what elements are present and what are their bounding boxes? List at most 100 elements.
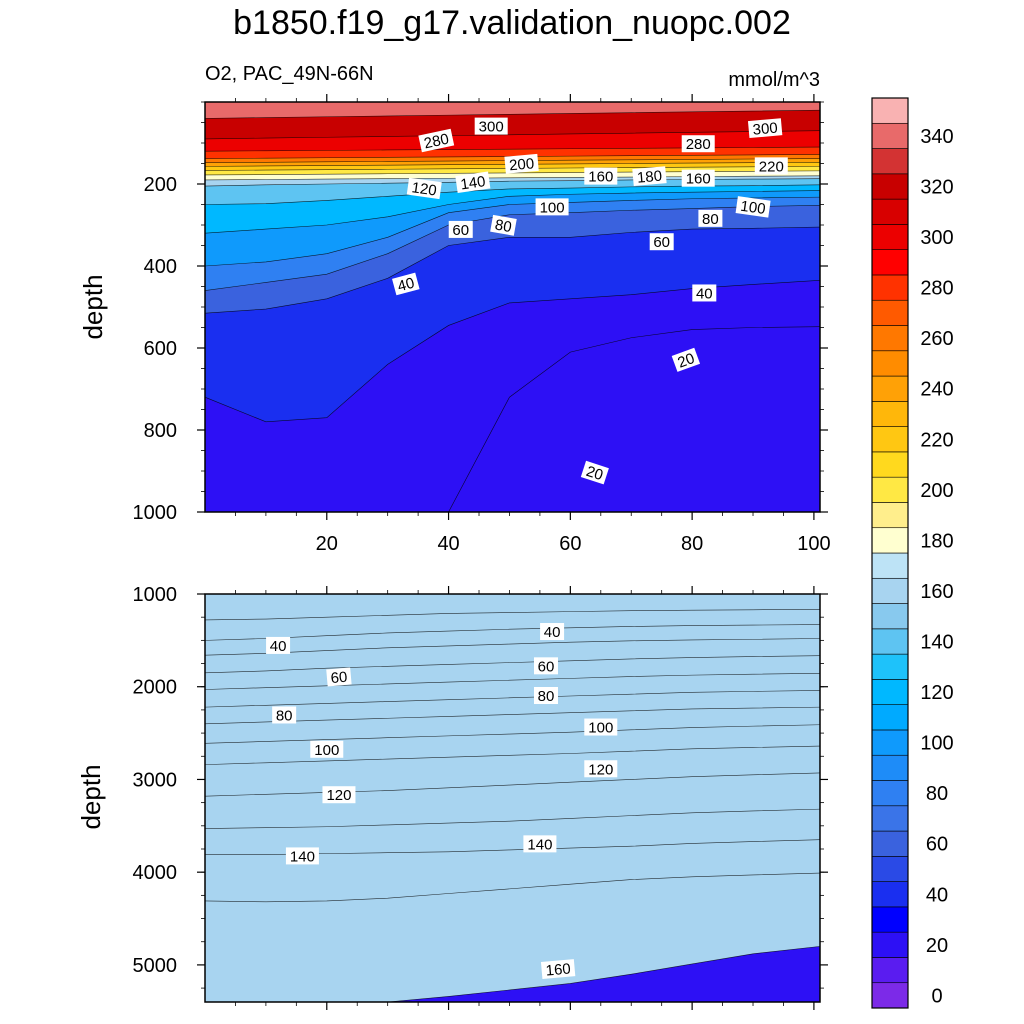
colorbar-box — [871, 249, 909, 276]
colorbar-box — [871, 805, 909, 832]
y-tick-label: 4000 — [133, 862, 178, 884]
contour-label-box — [322, 786, 356, 804]
contour-label-text: 20 — [584, 463, 605, 484]
upper-contour-label: 80 — [490, 214, 517, 236]
contour-label-box — [533, 657, 558, 675]
upper-contour-label: 120 — [406, 177, 442, 200]
colorbar-frame — [871, 97, 909, 1009]
contour-label-text: 120 — [588, 761, 613, 778]
colorbar-box — [871, 401, 909, 427]
contour-label-text: 100 — [588, 720, 613, 737]
upper-contour-label: 280 — [418, 128, 455, 153]
lower-contour-labels: 40 40 60 60 80 80 100 100 120 120 140 140 160 — [266, 623, 618, 980]
contour-label-text: 300 — [752, 120, 778, 139]
contour-label-text: 140 — [527, 836, 552, 853]
contour-label-text: 100 — [540, 199, 565, 216]
lower-contour-label: 140 — [285, 847, 319, 865]
upper-contour-line-60 — [204, 226, 821, 314]
lower-contour-label: 40 — [540, 623, 565, 641]
contour-label-text: 160 — [588, 169, 613, 186]
upper-y-axis-label: depth — [78, 274, 108, 339]
upper-contour-label: 40 — [392, 272, 420, 296]
colorbar-box — [871, 451, 909, 478]
colorbar-tick-label: 180 — [920, 530, 953, 552]
contour-label-text: 60 — [330, 669, 348, 687]
contour-label-box — [535, 198, 569, 216]
contour-label-text: 280 — [686, 136, 711, 153]
colorbar-box — [871, 299, 909, 326]
contour-label-text: 60 — [452, 222, 469, 239]
contour-label-text: 280 — [422, 131, 450, 153]
lower-contour-label: 120 — [322, 786, 356, 804]
lower-contour-fills — [205, 594, 820, 1002]
x-tick-label: 80 — [681, 533, 703, 555]
upper-contour-label: 40 — [692, 284, 717, 302]
y-tick-label: 200 — [144, 174, 177, 196]
colorbar: 0 20 40 60 80 100 120 140 160 180 200 220 240 260 280 3… — [871, 97, 954, 1009]
lower-contour-line-80 — [204, 690, 821, 708]
lower-contour-label: 60 — [533, 657, 558, 675]
colorbar-box — [871, 754, 909, 781]
upper-contour-label: 140 — [455, 171, 491, 193]
lower-panel: depth 404060608080100100120120140140160 … — [76, 584, 828, 1010]
upper-contour-label: 200 — [504, 153, 539, 174]
colorbar-box — [871, 274, 909, 301]
lower-contour-line-30 — [204, 609, 821, 621]
y-tick-label: 600 — [144, 338, 177, 360]
lower-plot-frame — [204, 593, 821, 1003]
colorbar-box — [871, 704, 909, 731]
upper-axis-ticks: 200 400 600 800 1000 20 40 60 80 100 — [133, 94, 831, 555]
contour-label-box — [406, 177, 442, 200]
contour-label-box — [285, 847, 319, 865]
colorbar-box — [871, 653, 909, 680]
lower-axis-ticks: 1000 2000 3000 4000 5000 — [133, 584, 828, 1010]
upper-contour-label: 300 — [747, 118, 783, 139]
upper-contour-line-100 — [204, 196, 821, 267]
contour-label-text: 140 — [290, 848, 315, 865]
upper-contour-label: 100 — [735, 196, 771, 218]
upper-contour-label: 180 — [632, 166, 667, 187]
lower-fill-160 — [205, 594, 820, 1002]
colorbar-box — [871, 957, 909, 984]
lower-contour-line-90 — [204, 706, 821, 725]
contour-label-text: 40 — [396, 275, 417, 296]
contour-label-text: 160 — [545, 960, 571, 979]
lower-contour-label: 160 — [540, 959, 576, 980]
colorbar-box — [871, 148, 909, 175]
contour-label-box — [698, 209, 723, 227]
contour-label-box — [533, 687, 558, 704]
lower-contour-line-110 — [204, 745, 821, 765]
contour-label-text: 80 — [538, 688, 555, 705]
contour-label-text: 300 — [479, 119, 504, 136]
upper-contour-label: 280 — [681, 135, 715, 153]
contour-label-box — [649, 233, 674, 251]
colorbar-box — [871, 856, 909, 882]
colorbar-box — [871, 628, 909, 655]
colorbar-box — [871, 97, 909, 124]
lower-contour-line-120 — [204, 772, 821, 797]
y-tick-label: 5000 — [133, 955, 178, 977]
colorbar-tick-label: 60 — [926, 834, 948, 856]
y-tick-label: 800 — [144, 420, 177, 442]
colorbar-tick-label: 340 — [920, 126, 953, 148]
upper-contour-label: 160 — [584, 167, 618, 186]
lower-contour-line-70 — [204, 672, 821, 690]
contour-label-box — [681, 169, 715, 187]
contour-label-box — [448, 220, 473, 238]
contour-label-box — [632, 166, 667, 187]
contour-label-box — [326, 667, 352, 687]
upper-contour-line-80 — [204, 205, 821, 291]
colorbar-box — [871, 375, 909, 402]
colorbar-box — [871, 122, 909, 149]
units-label: mmol/m^3 — [728, 69, 820, 91]
contour-label-box — [392, 272, 420, 296]
colorbar-box — [871, 577, 909, 604]
colorbar-box — [871, 931, 909, 958]
colorbar-box — [871, 502, 909, 529]
contour-label-box — [754, 157, 788, 175]
colorbar-box — [871, 552, 909, 579]
contour-label-text: 140 — [459, 173, 486, 193]
upper-contour-labels: 300 280 280 300 200 220 120 140 160 180 160 100 100 8… — [392, 117, 788, 485]
contour-label-text: 60 — [538, 658, 555, 675]
